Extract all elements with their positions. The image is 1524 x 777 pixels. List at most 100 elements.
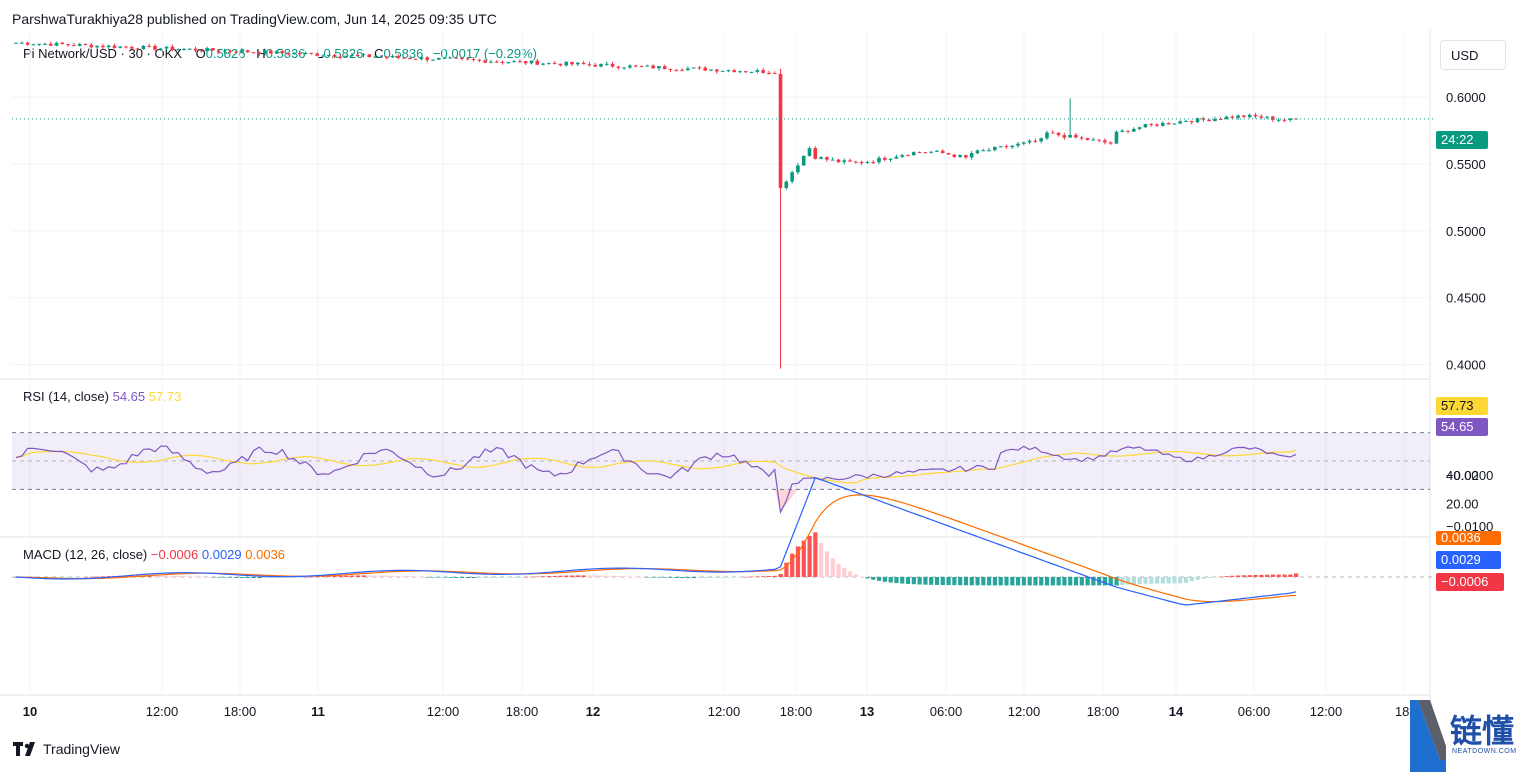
candle-body (981, 150, 986, 152)
rsi-title[interactable]: RSI (14, close) (23, 389, 109, 404)
macd-histogram-bar (755, 576, 760, 577)
macd-histogram-bar (1195, 577, 1200, 580)
macd-histogram-bar (1270, 574, 1276, 577)
candle-body (558, 63, 563, 66)
candle-body (703, 67, 708, 71)
macd-histogram-bar (361, 575, 366, 577)
macd-histogram-bar (60, 577, 65, 578)
macd-histogram-bar (216, 577, 221, 578)
rsi-ma-tag: 57.73 (1436, 397, 1488, 415)
candle-body (720, 70, 725, 72)
candle-body (1184, 121, 1188, 123)
open-value: 0.5826 (205, 46, 246, 61)
macd-histogram-bar (523, 576, 528, 578)
candle-body (801, 155, 806, 166)
macd-signal-value: 0.0036 (245, 547, 286, 562)
macd-histogram-bar (848, 571, 853, 577)
macd-histogram-bar (992, 577, 998, 586)
macd-histogram-bar (193, 576, 198, 578)
candle-body (906, 155, 910, 157)
macd-histogram-bar (402, 576, 407, 577)
currency-button[interactable]: USD (1440, 40, 1506, 70)
macd-histogram-bar (315, 576, 320, 578)
tradingview-logo[interactable]: TradingView (13, 741, 120, 757)
candle-body (1108, 142, 1113, 144)
candle-body (628, 65, 632, 68)
candle-body (819, 157, 823, 159)
candle-body (211, 48, 215, 51)
macd-title[interactable]: MACD (12, 26, close) (23, 547, 148, 562)
candle-body (83, 44, 88, 46)
macd-tick-label: −0.0200 (1446, 468, 1493, 483)
candle-body (877, 157, 881, 163)
candle-body (686, 68, 690, 71)
high-value: 0.5836 (265, 46, 306, 61)
macd-histogram-bar (147, 575, 152, 577)
macd-histogram-bar (929, 577, 934, 585)
candle-body (836, 159, 841, 163)
symbol-label[interactable]: Pi Network/USD · 30 · OKX (23, 46, 182, 61)
candle-body (657, 66, 661, 69)
macd-histogram-bar (407, 576, 413, 577)
macd-histogram-bar (210, 577, 216, 578)
candle-body (1213, 119, 1217, 122)
macd-histogram-bar (656, 577, 662, 578)
macd-histogram-bar (587, 575, 592, 577)
candle-body (848, 160, 852, 162)
candle-body (1068, 134, 1072, 138)
macd-histogram-bar (1079, 577, 1084, 586)
candle-body (929, 151, 933, 153)
macd-histogram-bar (268, 577, 274, 579)
candle-body (500, 61, 505, 63)
macd-histogram-bar (1062, 577, 1067, 586)
candle-body (257, 52, 262, 54)
candle-body (1132, 128, 1136, 132)
macd-histogram-bar (494, 577, 499, 578)
macd-histogram-bar (500, 577, 505, 578)
candle-body (512, 61, 516, 63)
close-value: 0.5836 (383, 46, 424, 61)
candle-body (60, 42, 65, 45)
candle-body (882, 157, 887, 160)
macd-histogram-bar (668, 577, 673, 578)
candle-body (106, 45, 111, 48)
macd-histogram-bar (987, 577, 992, 586)
candle-body (535, 60, 540, 65)
macd-histogram-bar (66, 577, 71, 578)
macd-histogram-bar (1154, 577, 1160, 584)
macd-histogram-bar (100, 576, 106, 577)
macd-histogram-bar (824, 551, 830, 577)
candle-body (547, 62, 551, 64)
candle-body (315, 53, 319, 56)
macd-histogram-bar (413, 576, 418, 578)
candle-body (263, 50, 267, 54)
candle-body (813, 148, 818, 159)
candle-body (147, 45, 152, 47)
neatdown-logo-icon (1410, 700, 1446, 772)
time-tick-label: 12:00 (1310, 704, 1343, 719)
candle-body (483, 60, 487, 63)
macd-histogram-bar (153, 575, 158, 577)
candle-body (709, 69, 713, 71)
candle-body (576, 62, 580, 65)
candle-body (529, 60, 534, 64)
candle-body (1079, 137, 1084, 139)
candle-body (1091, 139, 1096, 141)
macd-histogram-bar (830, 558, 835, 577)
candles-group (14, 41, 1298, 369)
candle-body (518, 61, 522, 63)
countdown-tag: 24:22 (1436, 131, 1488, 149)
macd-histogram-bar (187, 576, 192, 577)
candle-body (460, 57, 464, 59)
macd-histogram-bar (581, 575, 586, 577)
candle-body (749, 71, 754, 73)
rsi-ma-value: 57.73 (148, 389, 182, 404)
macd-histogram-bar (819, 542, 824, 577)
macd-histogram-bar (732, 577, 737, 578)
macd-histogram-bar (471, 577, 476, 579)
macd-histogram-bar (1085, 577, 1090, 586)
macd-histogram-bar (1172, 577, 1177, 584)
macd-histogram-bar (981, 577, 986, 586)
candle-body (552, 62, 557, 64)
